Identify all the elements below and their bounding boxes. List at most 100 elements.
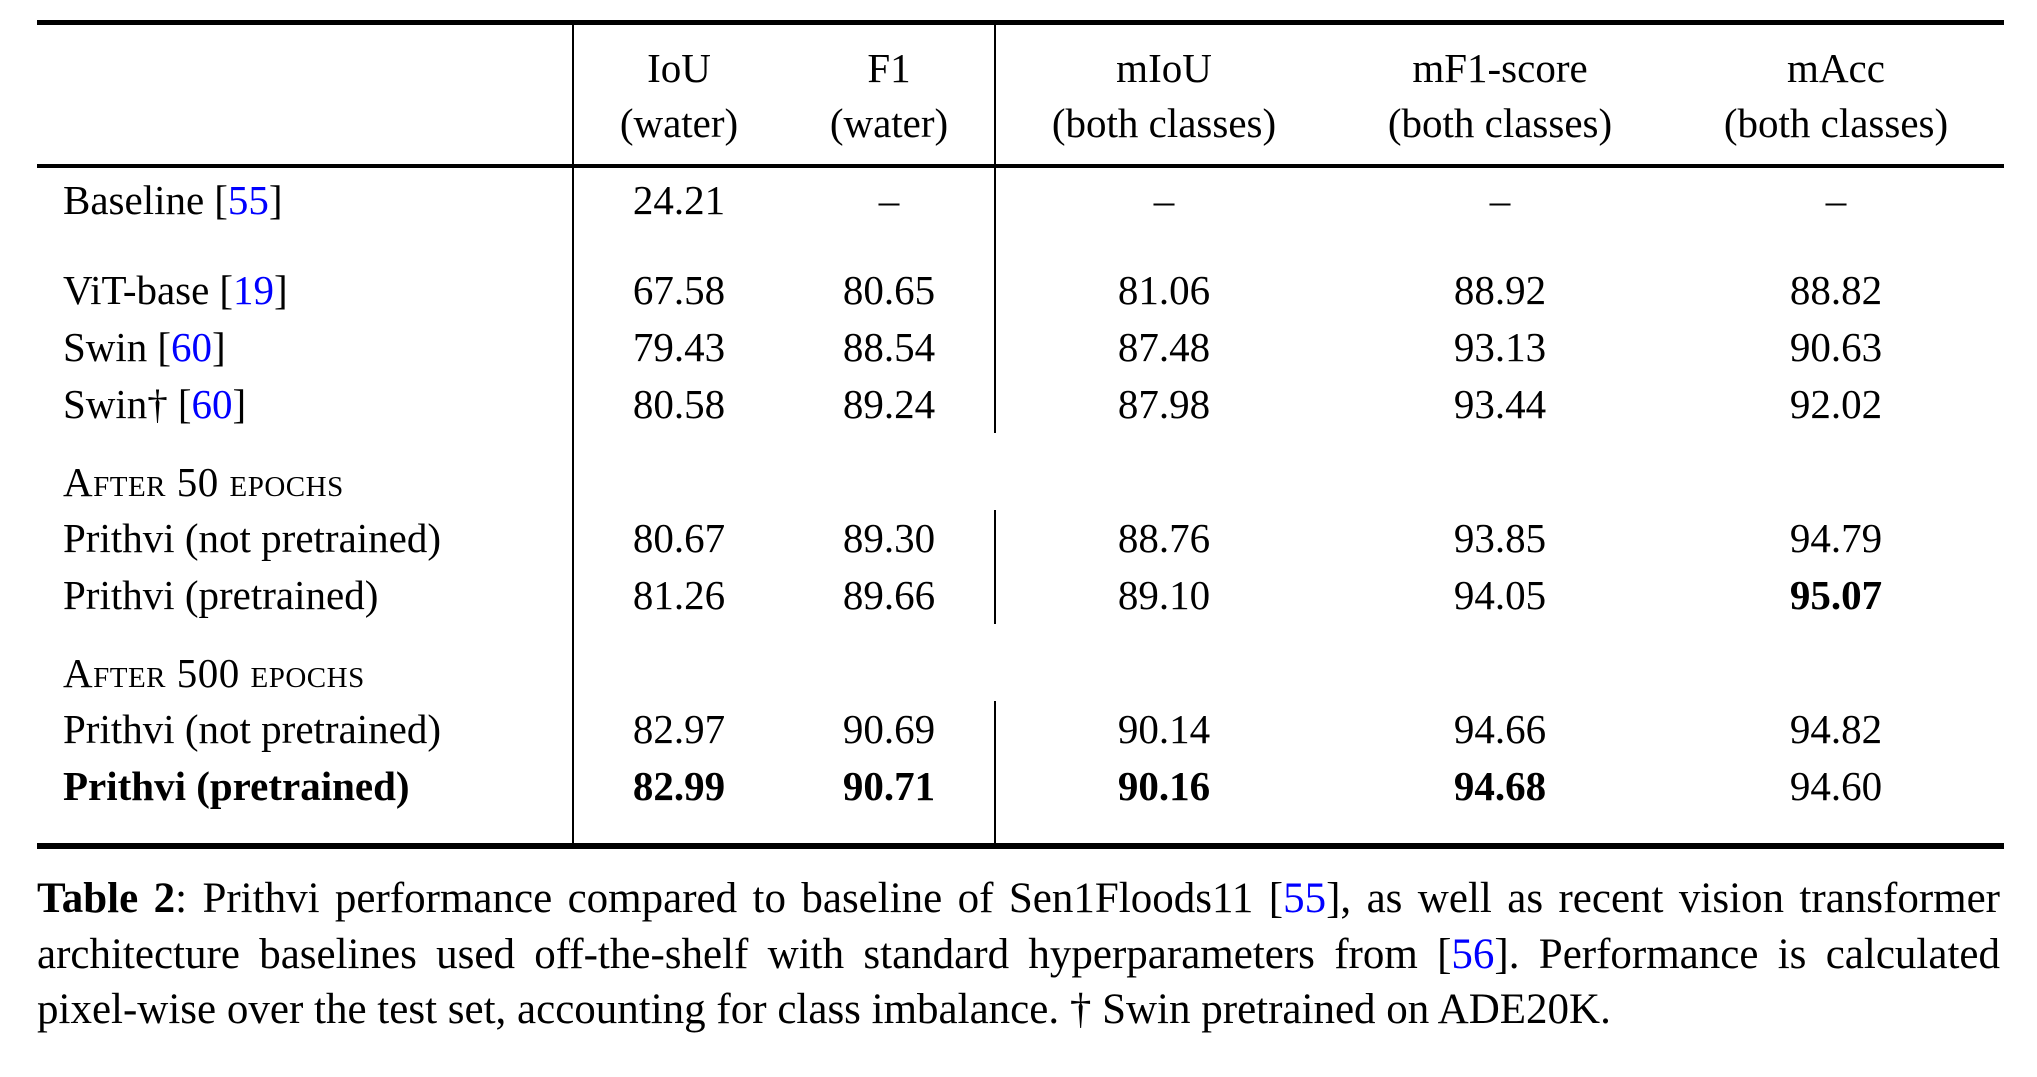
value-cell: 89.10: [1117, 572, 1211, 619]
table-row: Swin† [60] 80.58 89.24 87.98 93.44 92.02: [37, 375, 2004, 433]
column-header: mIoU (both classes): [995, 22, 1332, 168]
caption-segment: ]. Performance is calculated pixel-wise …: [37, 930, 2000, 1034]
spacer-cell: [784, 814, 996, 849]
column-header: [37, 22, 574, 168]
column-header-line: (water): [829, 100, 949, 147]
value-cell: 80.67: [632, 515, 726, 562]
citation-link[interactable]: 55: [227, 176, 269, 223]
column-header: IoU (water): [573, 22, 784, 168]
value-cell: 67.58: [632, 267, 726, 314]
caption-segment: ], as well as recent vision transformer …: [37, 874, 2001, 978]
value-cell: –: [784, 165, 996, 232]
row-label-cell: Prithvi (not pretrained): [37, 509, 574, 567]
value-cell: –: [1489, 176, 1511, 223]
citation-link[interactable]: 19: [232, 267, 274, 314]
value-cell: 88.76: [1117, 515, 1211, 562]
column-header-line: (both classes): [1723, 100, 1949, 147]
citation-bracket: [: [177, 381, 192, 428]
spacer-cell: [573, 232, 784, 262]
citation-bracket: ]: [268, 176, 283, 223]
table-row: Prithvi (not pretrained) 80.67 89.30 88.76 9…: [37, 509, 2004, 567]
section-header-row: After 500 epochs: [37, 623, 2004, 701]
row-label: ViT-base: [63, 267, 210, 314]
row-label: Swin: [63, 324, 148, 371]
value-cell: 93.85: [1453, 515, 1547, 562]
results-table: IoU (water) F1 (water) mIoU (both classes) mF1…: [37, 20, 2004, 849]
value-cell: 88.92: [1453, 267, 1547, 314]
column-header-line: mIoU: [1116, 45, 1212, 91]
value-cell: 94.66: [1453, 706, 1547, 753]
citation-link[interactable]: 60: [191, 381, 233, 428]
citation-bracket: ]: [211, 324, 226, 371]
table-row: Prithvi (pretrained) 82.99 90.71 90.16 94.68…: [37, 757, 2004, 815]
caption-segment: : Prithvi performance compared to baseli…: [175, 874, 1284, 922]
value-cell: 89.30: [784, 509, 996, 567]
spacer-row: [37, 231, 2004, 262]
table-row: Prithvi (pretrained) 81.26 89.66 89.10 94.05…: [37, 566, 2004, 624]
spacer-cell: [573, 814, 784, 849]
value-cell: 87.48: [1117, 324, 1211, 371]
column-header: mF1-score (both classes): [1332, 22, 1668, 168]
spacer-cell: [37, 231, 574, 262]
citation: [55]: [214, 177, 282, 223]
value-cell: 90.14: [1117, 706, 1211, 753]
row-label: Prithvi (pretrained): [63, 763, 410, 810]
section-header-filler: [573, 624, 2004, 701]
value-cell: 94.79: [1789, 515, 1883, 562]
column-header-line: (both classes): [1387, 100, 1613, 147]
citation: [60]: [157, 324, 225, 370]
table-row: ViT-base [19] 67.58 80.65 81.06 88.92 88.82: [37, 261, 2004, 319]
citation-link[interactable]: 56: [1451, 930, 1495, 978]
column-header: F1 (water): [784, 22, 996, 168]
value-cell: 80.58: [632, 381, 726, 428]
citation-link[interactable]: 55: [1283, 874, 1327, 922]
value-cell: 89.66: [784, 566, 996, 624]
table-caption: Table 2: Prithvi performance compared to…: [37, 871, 2000, 1039]
row-label-cell: Swin [60]: [37, 318, 574, 376]
citation: [60]: [178, 381, 246, 427]
value-cell: 80.65: [784, 261, 996, 319]
table-body: Baseline [55] 24.21– – – – ViT-base [19] 67.58 80…: [37, 165, 2004, 849]
value-cell: 94.60: [1789, 763, 1883, 810]
table-row: Baseline [55] 24.21 – – – –: [37, 165, 2004, 232]
row-label: Prithvi (not pretrained): [63, 706, 442, 753]
citation-bracket: [: [219, 267, 233, 314]
value-cell: 82.99: [632, 763, 726, 810]
column-header-line: (both classes): [1051, 100, 1277, 147]
value-cell: 92.02: [1789, 381, 1883, 428]
row-label-cell: Swin† [60]: [37, 375, 574, 433]
value-cell: –: [1153, 176, 1175, 223]
row-label-cell: Prithvi (pretrained): [37, 757, 574, 815]
table-header: IoU (water) F1 (water) mIoU (both classes) mF1…: [37, 22, 2004, 168]
row-label: Prithvi (pretrained): [63, 572, 379, 619]
value-cell: 95.07: [1789, 572, 1883, 619]
column-header-line: F1: [867, 45, 911, 91]
row-label-cell: ViT-base [19]: [37, 261, 574, 319]
row-label-cell: Baseline [55]: [37, 165, 574, 232]
value-cell: 88.82: [1789, 267, 1883, 314]
value-cell: 90.63: [1789, 324, 1883, 371]
section-header-filler: [573, 433, 2004, 510]
citation-link[interactable]: 60: [170, 324, 212, 371]
value-cell: 87.98: [1117, 381, 1211, 428]
spacer-cell: [784, 231, 996, 262]
value-cell: 89.24: [784, 375, 996, 433]
table-row: Swin [60] 79.43 88.54 87.48 93.13 90.63: [37, 318, 2004, 376]
column-header-line: IoU: [647, 45, 711, 91]
value-cell: –: [1825, 176, 1847, 223]
spacer-cell: [37, 814, 574, 849]
value-cell: 79.43: [632, 324, 726, 371]
value-cell: 90.16: [1117, 763, 1211, 810]
column-header-line: mAcc: [1787, 45, 1885, 91]
column-header-line: (water): [619, 100, 739, 147]
header-row: IoU (water) F1 (water) mIoU (both classes) mF1…: [37, 22, 2004, 168]
section-header-label: After 500 epochs: [37, 623, 574, 701]
value-cell: 90.71: [784, 757, 996, 815]
row-label-cell: Prithvi (not pretrained): [37, 700, 574, 758]
spacer-cell: [995, 814, 2004, 849]
row-label: Swin†: [63, 381, 168, 428]
citation: [19]: [219, 267, 287, 313]
value-cell: 82.97: [632, 706, 726, 753]
column-header: mAcc (both classes): [1668, 22, 2004, 168]
